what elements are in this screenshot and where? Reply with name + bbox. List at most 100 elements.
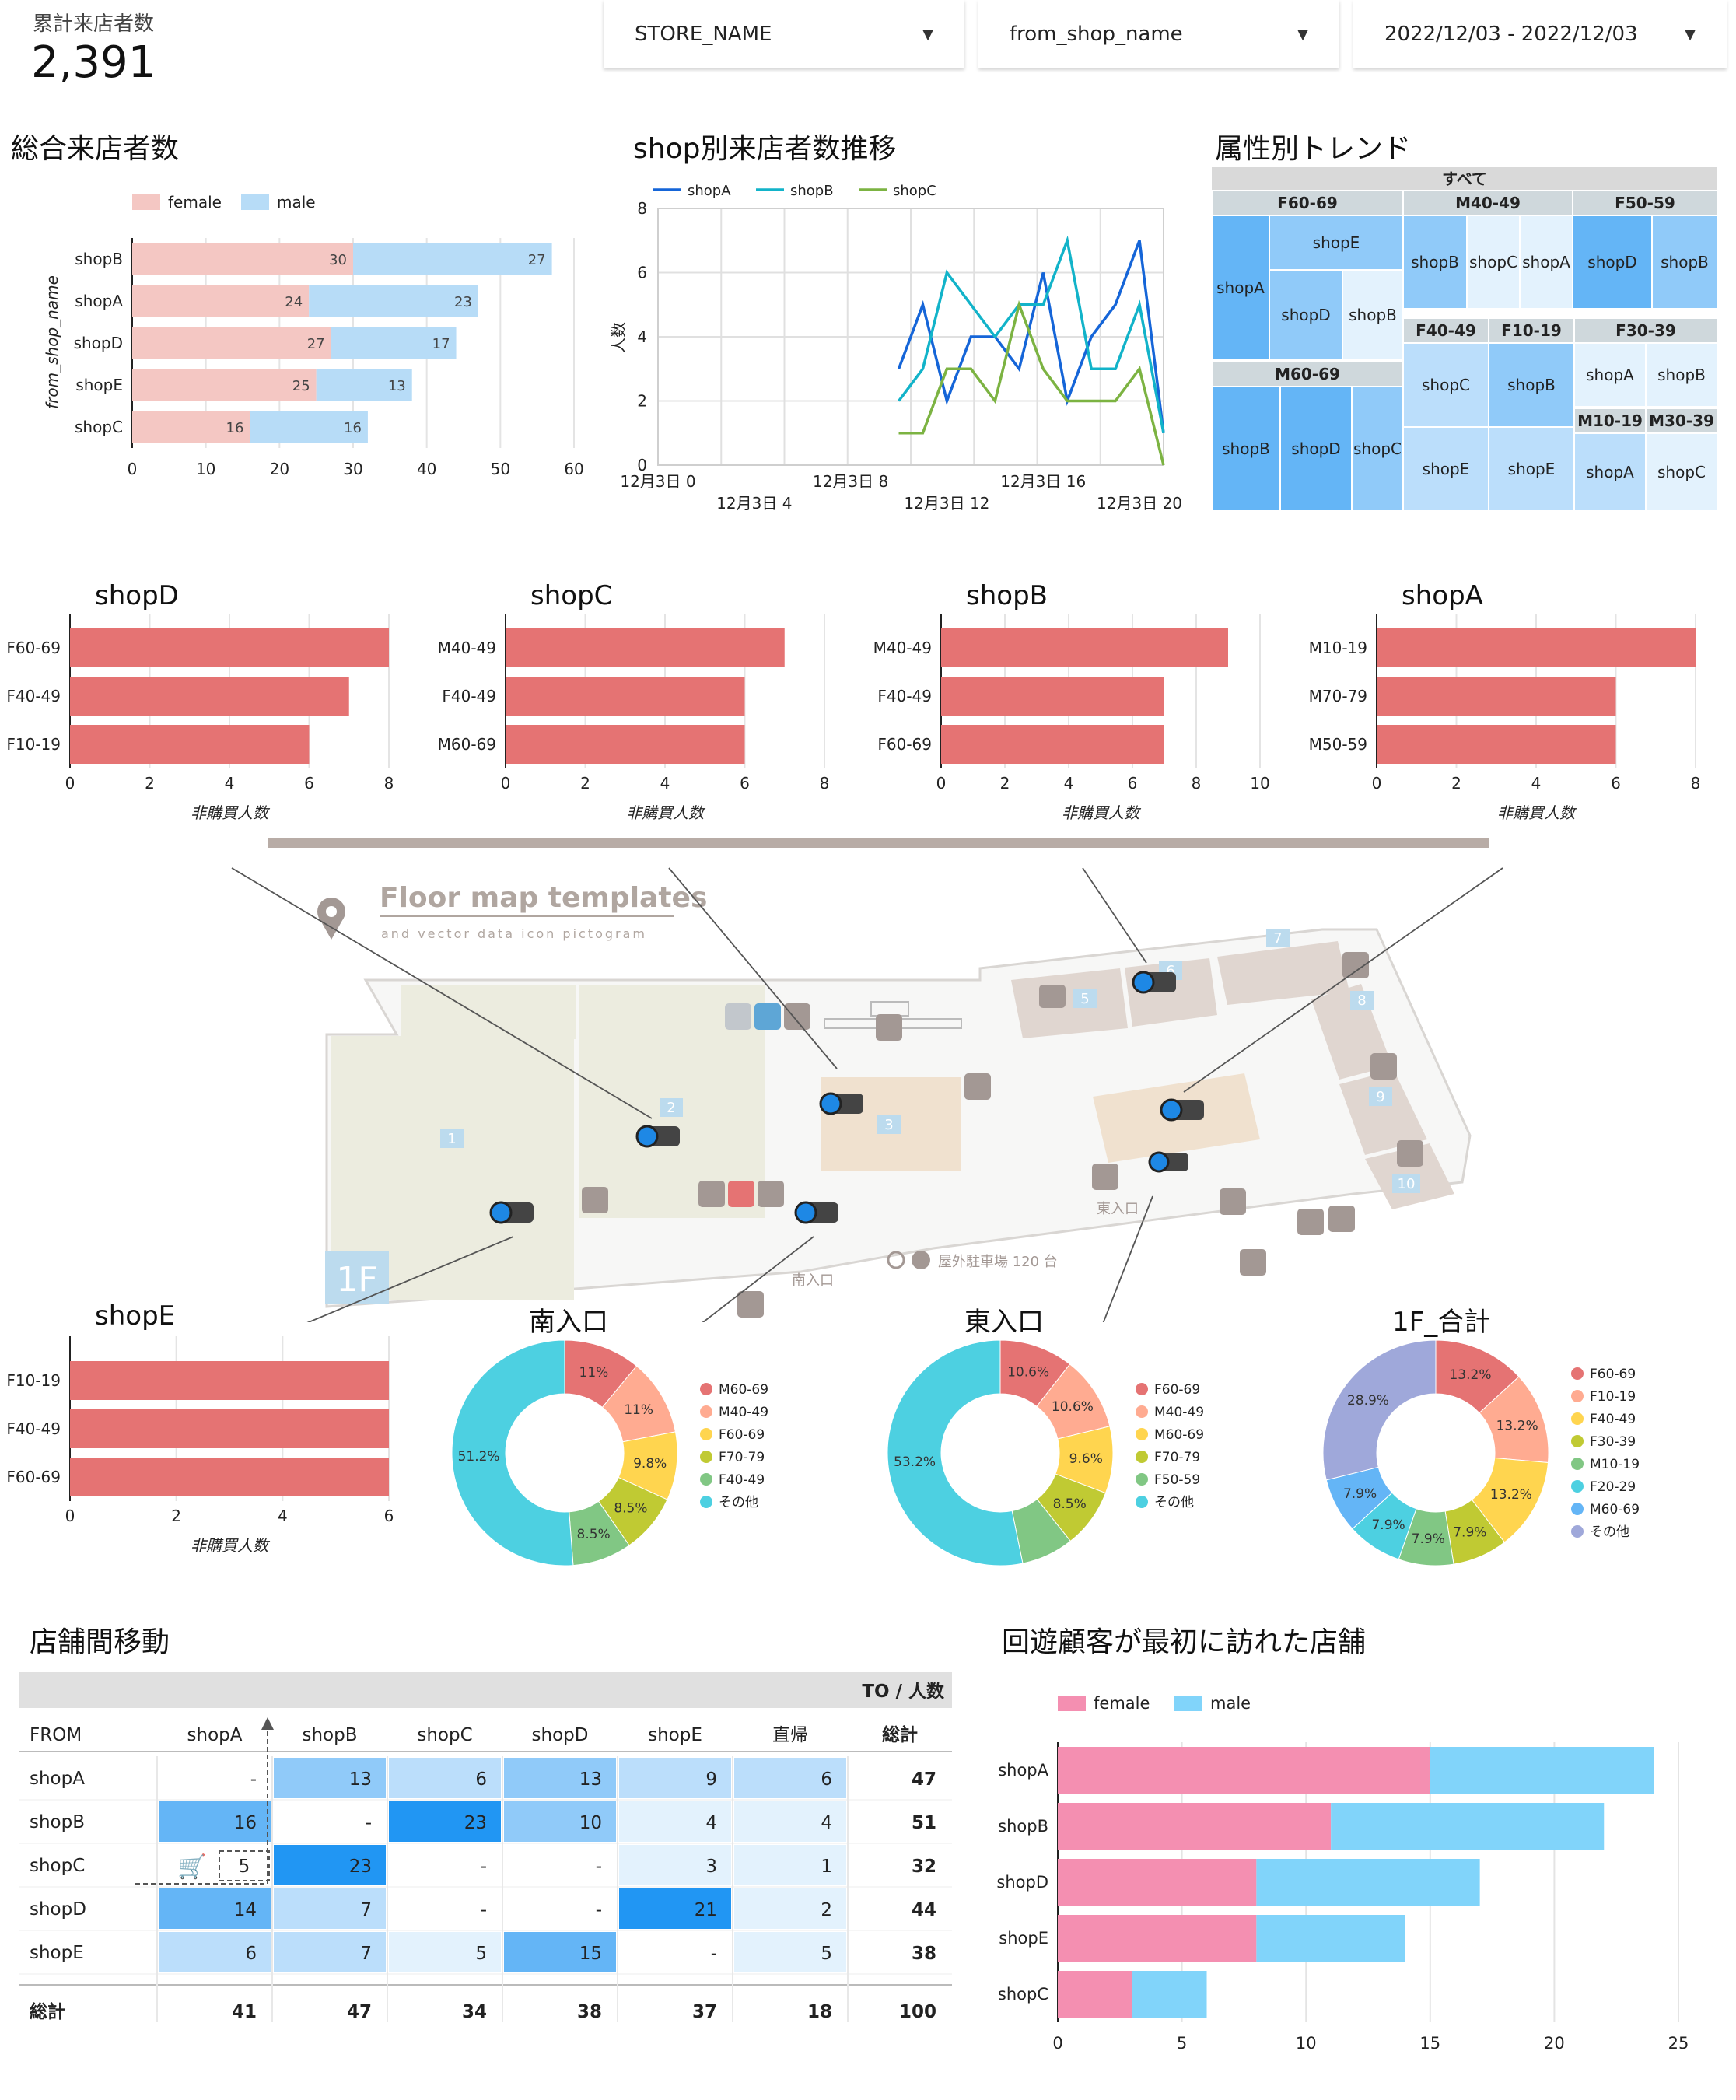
category-label: F60-69 bbox=[6, 1468, 61, 1486]
x-tick-label: 6 bbox=[304, 774, 314, 793]
treemap-cell-label: shopB bbox=[1222, 439, 1270, 458]
legend-label: F40-49 bbox=[1590, 1412, 1636, 1427]
x-tick-label: 10 bbox=[1250, 774, 1269, 793]
table-cell: - bbox=[366, 1813, 372, 1833]
from-shop-filter[interactable]: from_shop_name ▼ bbox=[978, 0, 1339, 68]
slice-value-label: 13.2% bbox=[1449, 1367, 1491, 1383]
date-range-filter-label: 2022/12/03 - 2022/12/03 bbox=[1384, 23, 1638, 46]
legend-swatch bbox=[1571, 1412, 1584, 1425]
kpi-label: 累計来店者数 bbox=[33, 12, 155, 36]
table-cell: 4 bbox=[821, 1813, 832, 1833]
overlay-box bbox=[219, 1850, 270, 1881]
table-row-header: shopD bbox=[30, 1899, 86, 1920]
bar-value-label: 24 bbox=[285, 294, 303, 310]
treemap-cell-label: shopD bbox=[1281, 306, 1330, 324]
treemap-root-header bbox=[1212, 167, 1717, 191]
chevron-down-icon: ▼ bbox=[922, 26, 933, 43]
legend-label: F60-69 bbox=[1154, 1382, 1200, 1398]
category-label: M40-49 bbox=[873, 639, 932, 657]
totals-cell: 37 bbox=[692, 2002, 717, 2022]
bar-female bbox=[132, 243, 353, 275]
legend-label: shopB bbox=[790, 183, 834, 199]
legend-label: F70-79 bbox=[1154, 1450, 1200, 1465]
category-label: shopC bbox=[75, 418, 123, 436]
map-top-bar bbox=[268, 838, 1489, 848]
table-cell-bg bbox=[159, 1888, 271, 1929]
legend-swatch bbox=[1571, 1525, 1584, 1538]
treemap-group-header bbox=[1572, 190, 1717, 216]
totals-cell: 41 bbox=[232, 2002, 257, 2022]
category-label: M60-69 bbox=[438, 735, 496, 754]
category-label: shopD bbox=[74, 334, 123, 352]
slice-value-label: 11% bbox=[579, 1365, 609, 1381]
table-cell-bg bbox=[734, 1845, 846, 1885]
x-tick-label: 50 bbox=[491, 460, 510, 478]
nonbuyer-shopB-title: shopB bbox=[966, 580, 1048, 611]
totals-cell: 34 bbox=[462, 2002, 487, 2022]
nonbuyer-bar bbox=[70, 677, 349, 716]
legend-swatch bbox=[1174, 1696, 1202, 1711]
attribute-treemap: すべて F60-69 shopA shopE shopD shopB M40-49 shopB… bbox=[1212, 167, 1717, 512]
bar-female bbox=[1058, 1971, 1132, 2018]
category-label: shopA bbox=[75, 292, 123, 310]
restaurant-icon bbox=[1397, 1140, 1423, 1167]
category-label: F40-49 bbox=[442, 687, 496, 705]
x-tick-label: 12月3日 16 bbox=[1000, 472, 1086, 491]
category-label: F40-49 bbox=[6, 1419, 61, 1438]
treemap-cell bbox=[1279, 386, 1353, 512]
table-cell: 4 bbox=[705, 1813, 717, 1833]
treemap-cell-label: shopB bbox=[1411, 253, 1459, 271]
slice-value-label: 9.6% bbox=[1069, 1451, 1103, 1467]
date-range-filter[interactable]: 2022/12/03 - 2022/12/03 ▼ bbox=[1353, 0, 1727, 68]
table-cell: 6 bbox=[475, 1769, 487, 1790]
treemap-group-label: F30-39 bbox=[1615, 321, 1676, 340]
treemap-cell bbox=[1402, 426, 1489, 512]
floor-badge-label: 1F bbox=[336, 1260, 377, 1300]
category-label: F40-49 bbox=[6, 687, 61, 705]
taxi-icon bbox=[737, 1291, 764, 1318]
treemap-cell bbox=[1269, 269, 1343, 361]
legend-swatch bbox=[700, 1496, 712, 1508]
x-axis-title: 非購買人数 bbox=[191, 803, 271, 822]
table-cell: 2 bbox=[821, 1900, 832, 1920]
treemap-group-header bbox=[1573, 408, 1647, 434]
table-cell: - bbox=[250, 1769, 257, 1790]
treemap-cell-label: shopC bbox=[1657, 463, 1706, 481]
table-column-header: shopC bbox=[417, 1725, 472, 1745]
leader-line-shopE bbox=[306, 1236, 514, 1322]
x-tick-label: 0 bbox=[65, 774, 75, 793]
slice-value-label: 8.5% bbox=[1053, 1496, 1087, 1512]
table-cell: 16 bbox=[234, 1813, 257, 1833]
table-cell-bg bbox=[619, 1758, 731, 1798]
totals-cell: 18 bbox=[807, 2002, 832, 2022]
legend-label: F10-19 bbox=[1590, 1389, 1636, 1405]
room-7-label: 7 bbox=[1273, 930, 1282, 947]
table-cell: 23 bbox=[464, 1813, 487, 1833]
x-tick-label: 2 bbox=[580, 774, 590, 793]
x-tick-label: 4 bbox=[1531, 774, 1542, 793]
floor-badge bbox=[325, 1251, 389, 1304]
x-tick-label: 6 bbox=[740, 774, 750, 793]
treemap-group-label: F10-19 bbox=[1501, 321, 1562, 340]
donut-slice bbox=[451, 1339, 574, 1566]
trend-line-chart: 0 2 4 6 8 12月3日 0 12月3日 4 12月3日 8 12月3日 12 12月3日 … bbox=[609, 183, 1182, 513]
1f-total-title: 1F_合計 bbox=[1392, 1307, 1491, 1338]
x-tick-label: 12月3日 4 bbox=[716, 494, 792, 513]
category-label: M10-19 bbox=[1309, 639, 1367, 657]
table-header-label: TO / 人数 bbox=[862, 1682, 945, 1702]
table-cell: 21 bbox=[695, 1900, 717, 1920]
1f-total-donut: 13.2% 13.2% 13.2% 7.9% 7.9% 7.9% 7.9% 28.9% F60-… bbox=[1322, 1339, 1640, 1566]
bar-male bbox=[1430, 1747, 1654, 1794]
leader-line-shopA bbox=[1183, 867, 1503, 1093]
camera-icon bbox=[794, 1201, 838, 1224]
restroom-icon bbox=[725, 1003, 751, 1030]
table-cell: 15 bbox=[579, 1944, 602, 1964]
x-tick-label: 6 bbox=[384, 1507, 394, 1525]
x-tick-label: 8 bbox=[1192, 774, 1202, 793]
legend-label: その他 bbox=[1154, 1495, 1194, 1510]
treemap-cell-label: shopC bbox=[1353, 439, 1402, 458]
treemap-group-label: F50-59 bbox=[1615, 194, 1675, 212]
store-name-filter[interactable]: STORE_NAME ▼ bbox=[604, 0, 964, 68]
bar-female bbox=[1058, 1859, 1257, 1906]
y-tick-label: 6 bbox=[637, 264, 647, 282]
